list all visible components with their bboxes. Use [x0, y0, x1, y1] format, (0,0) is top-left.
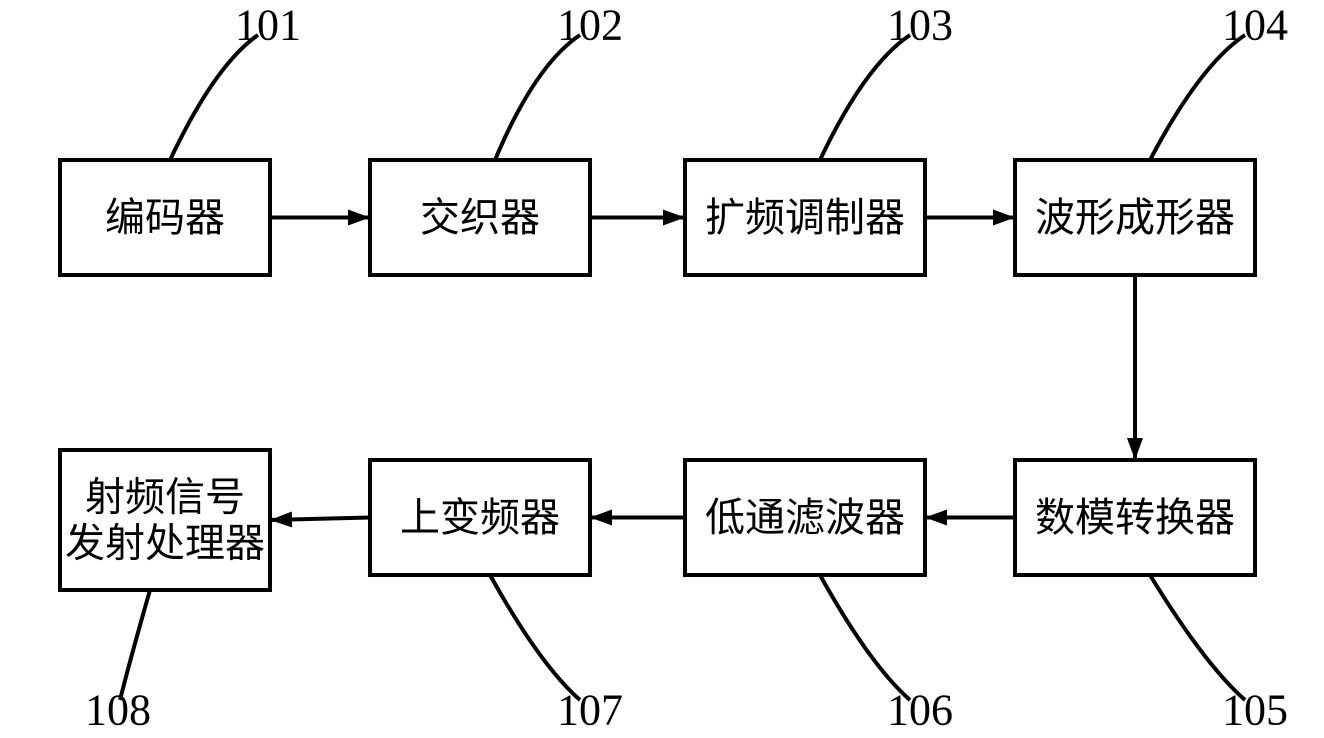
node-label: 编码器: [105, 195, 225, 240]
node-label: 波形成形器: [1035, 195, 1235, 240]
node-label: 数模转换器: [1035, 495, 1235, 540]
reference-number: 103: [887, 1, 953, 50]
reference-number: 104: [1222, 1, 1288, 50]
flowchart-edge: [925, 210, 1015, 226]
node-label: 扩频调制器: [705, 195, 905, 240]
reference-number: 107: [557, 686, 623, 735]
flowchart-node-n101: 编码器: [60, 160, 270, 275]
reference-number: 105: [1222, 686, 1288, 735]
flowchart-edge: [590, 510, 685, 526]
flowchart-edge: [925, 510, 1015, 526]
flowchart-node-n102: 交织器: [370, 160, 590, 275]
flowchart-node-n103: 扩频调制器: [685, 160, 925, 275]
reference-label-107: 107: [490, 575, 623, 735]
flowchart-node-n107: 上变频器: [370, 460, 590, 575]
reference-number: 106: [887, 686, 953, 735]
reference-label-108: 108: [85, 590, 151, 735]
node-label: 发射处理器: [65, 521, 265, 566]
reference-number: 108: [85, 686, 151, 735]
node-label: 低通滤波器: [705, 495, 905, 540]
node-label: 交织器: [420, 195, 540, 240]
reference-label-106: 106: [820, 575, 953, 735]
flowchart-node-n108: 射频信号发射处理器: [60, 450, 270, 590]
flowchart-edge: [270, 210, 370, 226]
reference-number: 102: [557, 1, 623, 50]
reference-label-101: 101: [170, 1, 301, 161]
flowchart-edge: [1127, 275, 1143, 460]
reference-number: 101: [235, 1, 301, 50]
flowchart-node-n104: 波形成形器: [1015, 160, 1255, 275]
flowchart-node-n106: 低通滤波器: [685, 460, 925, 575]
flowchart-node-n105: 数模转换器: [1015, 460, 1255, 575]
flowchart-edge: [590, 210, 685, 226]
flowchart-edge: [270, 511, 370, 527]
reference-label-104: 104: [1150, 1, 1288, 161]
flowchart-diagram: 编码器 交织器 扩频调制器 波形成形器数模转换器 低通滤波器 上变频器 射频信号发射处理器 1…: [0, 0, 1324, 738]
reference-label-103: 103: [820, 1, 953, 161]
node-label: 上变频器: [400, 495, 560, 540]
reference-label-105: 105: [1150, 575, 1288, 735]
node-label: 射频信号: [85, 475, 245, 520]
reference-label-102: 102: [495, 1, 623, 161]
